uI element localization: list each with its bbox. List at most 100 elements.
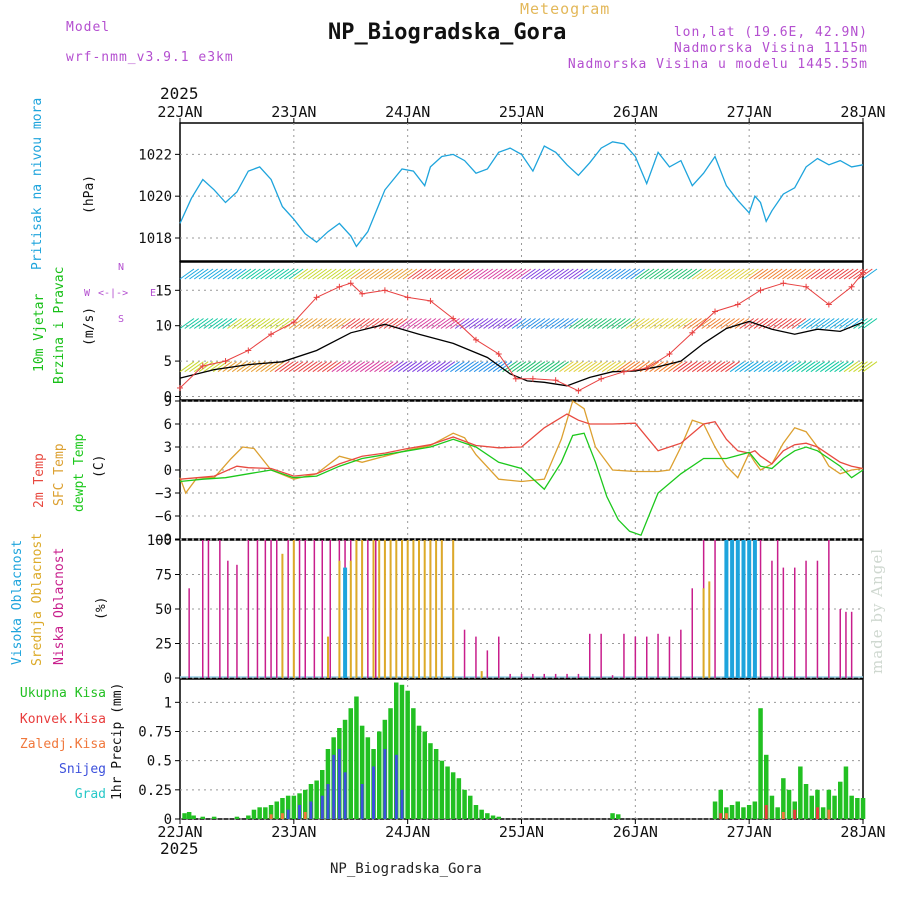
wind-barb-0-111 bbox=[706, 268, 721, 280]
wind-barb-0-127 bbox=[782, 268, 797, 280]
precip-bar-0-62 bbox=[764, 754, 769, 819]
wind-barb-2-139 bbox=[838, 361, 854, 373]
wind-barb-0-129 bbox=[791, 268, 807, 280]
wind-barb-0-121 bbox=[753, 268, 769, 280]
wind-barb-0-109 bbox=[696, 268, 712, 280]
year-top: 2025 bbox=[160, 84, 199, 103]
wind-barb-0-106 bbox=[682, 268, 698, 280]
cloud-bar-0-35 bbox=[509, 673, 511, 678]
cloud-bar-1-8 bbox=[378, 540, 381, 678]
wind-barb-1-95 bbox=[630, 318, 645, 329]
wind-barb-1-112 bbox=[710, 318, 726, 329]
compass-s: S bbox=[118, 314, 125, 325]
wind-barb-2-112 bbox=[710, 361, 726, 373]
wind-barb-1-27 bbox=[307, 318, 323, 329]
wind-barb-2-113 bbox=[715, 361, 731, 373]
cloud-bar-0-60 bbox=[782, 567, 785, 678]
wind-barb-2-35 bbox=[345, 361, 361, 373]
model-name: wrf-nmm_v3.9.1 e3km bbox=[66, 50, 234, 65]
cloud-bar-2-0 bbox=[343, 567, 348, 678]
wind-barb-1-140 bbox=[843, 318, 859, 329]
wind-barb-1-30 bbox=[322, 318, 337, 329]
precip-bar-0-0 bbox=[182, 813, 187, 819]
wind-barb-0-28 bbox=[312, 268, 328, 280]
wind-barb-2-1 bbox=[184, 361, 199, 373]
precip-bar-0-74 bbox=[832, 795, 837, 819]
cloud-bar-1-17 bbox=[429, 540, 432, 678]
precip-bar-3-3 bbox=[320, 795, 324, 819]
cloud-bar-1-20 bbox=[452, 540, 455, 678]
wind-barb-2-93 bbox=[620, 361, 636, 373]
wind-barb-0-36 bbox=[350, 268, 366, 280]
wind-barb-1-119 bbox=[744, 318, 759, 329]
wind-barb-1-104 bbox=[672, 318, 688, 329]
wind-barb-2-27 bbox=[307, 361, 323, 373]
wind-barb-2-128 bbox=[786, 361, 802, 373]
ytick-2--9: −9 bbox=[155, 532, 172, 548]
precip-bar-0-42 bbox=[450, 772, 456, 819]
cloud-bar-0-10 bbox=[276, 540, 278, 678]
wind-barb-1-50 bbox=[416, 318, 432, 329]
xtick-top-26JAN: 26JAN bbox=[613, 103, 658, 121]
wind-barb-0-104 bbox=[672, 268, 688, 280]
ytick-4-0.25: 0.25 bbox=[138, 783, 172, 799]
wind-barb-2-89 bbox=[601, 361, 617, 373]
precip-bar-3-0 bbox=[286, 809, 290, 819]
precip-bar-2-3 bbox=[724, 813, 728, 819]
ytick-2-0: 0 bbox=[164, 463, 172, 479]
wind-barb-0-96 bbox=[635, 268, 650, 280]
wind-barb-0-34 bbox=[340, 268, 356, 280]
cloud-bar-2-4 bbox=[741, 540, 746, 678]
wind-barb-2-120 bbox=[748, 361, 764, 373]
sfctemp-line bbox=[179, 399, 864, 495]
wind-barb-2-126 bbox=[777, 361, 792, 373]
wind-barb-2-13 bbox=[241, 361, 256, 373]
wind-barb-1-31 bbox=[326, 318, 342, 329]
wind-barb-0-18 bbox=[265, 268, 280, 280]
wind-barb-2-36 bbox=[350, 361, 366, 373]
wind-barb-0-31 bbox=[326, 268, 342, 280]
wind-barb-0-87 bbox=[592, 268, 607, 280]
wind-barb-0-80 bbox=[559, 268, 574, 280]
wind-barb-2-55 bbox=[440, 361, 456, 373]
wind-barb-2-56 bbox=[445, 361, 460, 373]
wind-barb-2-57 bbox=[450, 361, 465, 373]
wind-barb-2-42 bbox=[378, 361, 394, 373]
wind-barb-0-33 bbox=[336, 268, 351, 280]
wind-barb-0-124 bbox=[767, 268, 783, 280]
cloud-bar-0-57 bbox=[759, 540, 762, 678]
wind-barb-1-56 bbox=[445, 318, 460, 329]
wind-barb-1-75 bbox=[535, 318, 550, 329]
ytick-2--6: −6 bbox=[155, 509, 172, 525]
wind-barb-2-63 bbox=[478, 361, 494, 373]
cloud-bar-0-50 bbox=[680, 629, 682, 678]
ytick-4-0.75: 0.75 bbox=[138, 725, 172, 741]
wind-barb-0-62 bbox=[473, 268, 489, 280]
wind-barb-2-53 bbox=[431, 361, 446, 373]
wind-barb-2-44 bbox=[388, 361, 403, 373]
wind-barb-0-2 bbox=[189, 268, 204, 280]
wind-barb-1-131 bbox=[801, 318, 816, 329]
wind-barb-2-117 bbox=[734, 361, 750, 373]
wind-barb-1-108 bbox=[691, 318, 707, 329]
wind-barb-1-34 bbox=[340, 318, 356, 329]
wind-barb-0-86 bbox=[587, 268, 603, 280]
precip-bar-0-46 bbox=[473, 805, 479, 819]
wind-barb-0-98 bbox=[644, 268, 660, 280]
precip-bar-0-8 bbox=[257, 807, 262, 819]
ytick-2-9: 9 bbox=[164, 394, 172, 410]
cloud-bar-1-0 bbox=[281, 553, 284, 678]
wind-barb-1-137 bbox=[829, 318, 845, 329]
cloud-bar-0-38 bbox=[543, 673, 545, 678]
wind-barb-2-51 bbox=[421, 361, 437, 373]
wind-barb-1-20 bbox=[274, 318, 290, 329]
precip-bar-0-40 bbox=[439, 760, 445, 819]
wind-barb-1-91 bbox=[611, 318, 626, 329]
wind-barb-2-47 bbox=[402, 361, 418, 373]
wind-barb-2-34 bbox=[340, 361, 356, 373]
precip-bar-0-38 bbox=[428, 743, 433, 819]
wind-barb-0-133 bbox=[810, 268, 826, 280]
cloud-bar-1-23 bbox=[708, 581, 711, 678]
wind-barb-0-23 bbox=[288, 268, 304, 280]
wind-barb-1-52 bbox=[426, 318, 441, 329]
